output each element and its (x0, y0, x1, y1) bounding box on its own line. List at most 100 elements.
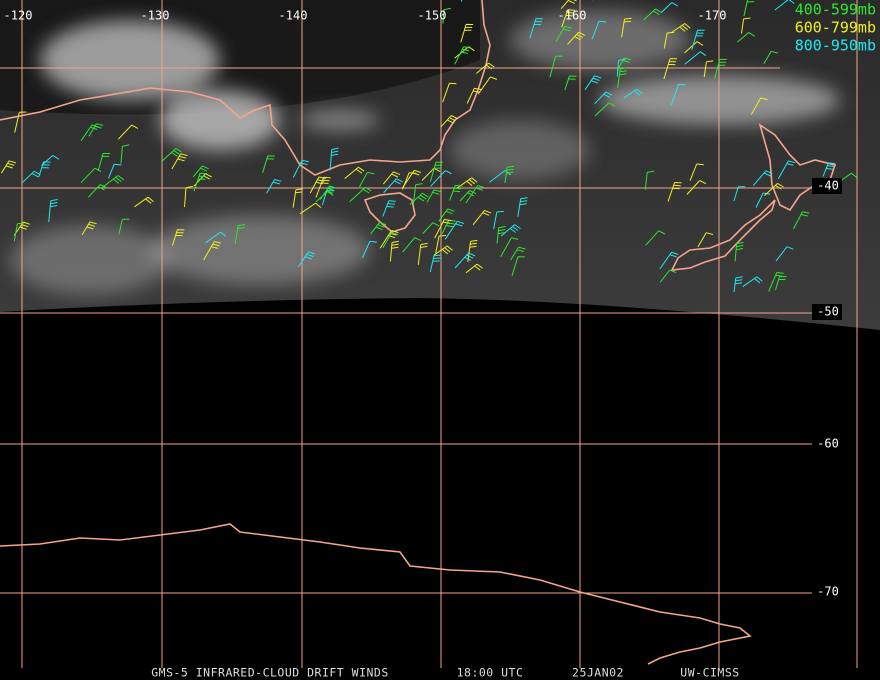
wind-barb (621, 17, 632, 38)
wind-barb (774, 0, 795, 11)
wind-barb (315, 176, 331, 198)
wind-barb (752, 170, 773, 186)
wind-barb (309, 176, 326, 194)
wind-barb (691, 29, 705, 50)
wind-barb (297, 251, 316, 267)
wind-barb (359, 171, 375, 188)
wind-barb (370, 221, 387, 235)
wind-barb (670, 83, 686, 106)
wind-barb (292, 188, 303, 208)
wind-barb (822, 162, 836, 177)
wind-barb (792, 211, 810, 230)
label-bg (812, 304, 842, 320)
wind-barb (763, 50, 779, 64)
wind-barb (382, 200, 396, 217)
wind-barb (733, 276, 743, 293)
footer-text: 18:00 UTC (457, 666, 524, 680)
wind-barb (460, 23, 474, 43)
wind-barb (684, 41, 704, 54)
wind-barb (644, 170, 655, 190)
footer-text: UW-CIMSS (680, 666, 739, 680)
legend-entry: 400-599mb (795, 1, 876, 19)
labels: -120 -130 -140 -150 -160 -170 -40 -50 -60 -70 400-… (4, 1, 876, 680)
wind-barb (413, 183, 423, 204)
wind-barb (13, 221, 31, 236)
wind-barb (643, 8, 662, 21)
wind-barb (100, 175, 125, 189)
wind-barb (774, 276, 787, 291)
longitude-label: -170 (698, 9, 727, 23)
wind-barb (118, 218, 130, 235)
wind-barb (329, 147, 339, 171)
longitude-label: -160 (558, 9, 587, 23)
graticule (0, 0, 858, 668)
wind-barb (409, 192, 429, 205)
wind-barb (623, 88, 643, 99)
longitude-label: -130 (141, 9, 170, 23)
wind-barb (344, 166, 365, 179)
wind-barb (429, 161, 443, 182)
wind-barb (742, 276, 763, 288)
wind-barb (171, 153, 188, 170)
wind-barb (203, 241, 222, 261)
wind-barb (80, 167, 102, 184)
wind-barb (734, 241, 744, 262)
wind-barb (383, 178, 403, 193)
wind-barb (349, 186, 372, 203)
wind-barb (549, 55, 563, 78)
wind-barb (477, 76, 498, 95)
wind-barb (560, 0, 577, 10)
wind-barb (561, 9, 575, 28)
legend-entry: 800-950mb (795, 37, 876, 55)
wind-barb (777, 160, 796, 179)
wind-barb (429, 254, 442, 273)
wind-barb (750, 97, 768, 115)
label-bg (812, 436, 842, 452)
wind-barb (733, 186, 746, 202)
longitude-label: -140 (279, 9, 308, 23)
wind-barb (81, 221, 97, 235)
wind-barb (510, 246, 526, 261)
wind-barb (472, 209, 492, 226)
wind-barb (442, 82, 457, 103)
wind-barb (465, 263, 483, 274)
wind-barb (38, 161, 51, 178)
latitude-label: -40 (817, 179, 839, 193)
latitude-label: -60 (817, 437, 839, 451)
wind-barb (262, 155, 275, 173)
wind-barb (475, 62, 495, 74)
wind-barb (714, 58, 727, 79)
wind-barb (402, 237, 422, 253)
wind-barb (517, 197, 528, 217)
wind-barb (467, 239, 478, 263)
wind-barb (430, 170, 452, 187)
label-bg (812, 178, 842, 194)
wind-barb (697, 232, 714, 247)
longitude-label: -150 (418, 9, 447, 23)
wind-barb (645, 230, 666, 246)
wind-barb (41, 154, 60, 166)
legend-entry: 600-799mb (795, 19, 876, 37)
wind-barb (98, 153, 110, 170)
wind-barb (567, 31, 586, 45)
wind-barb (48, 199, 58, 223)
wind-barb (417, 242, 428, 265)
wind-barb (454, 252, 476, 269)
wind-barb (660, 2, 679, 13)
wind-barb (659, 251, 679, 270)
wind-barb (319, 185, 337, 200)
wind-barb (741, 17, 751, 34)
wind-barb (764, 182, 784, 196)
wind-barb (500, 224, 521, 237)
wind-barb (192, 165, 209, 178)
wind-barb (88, 123, 104, 137)
latitude-label: -50 (817, 305, 839, 319)
wind-barb (768, 272, 784, 292)
wind-barb (667, 182, 682, 202)
wind-barb (441, 219, 456, 234)
wind-barb (703, 60, 714, 78)
wind-barb (389, 240, 399, 262)
wind-barb (686, 180, 707, 195)
wind-barb (193, 172, 208, 192)
